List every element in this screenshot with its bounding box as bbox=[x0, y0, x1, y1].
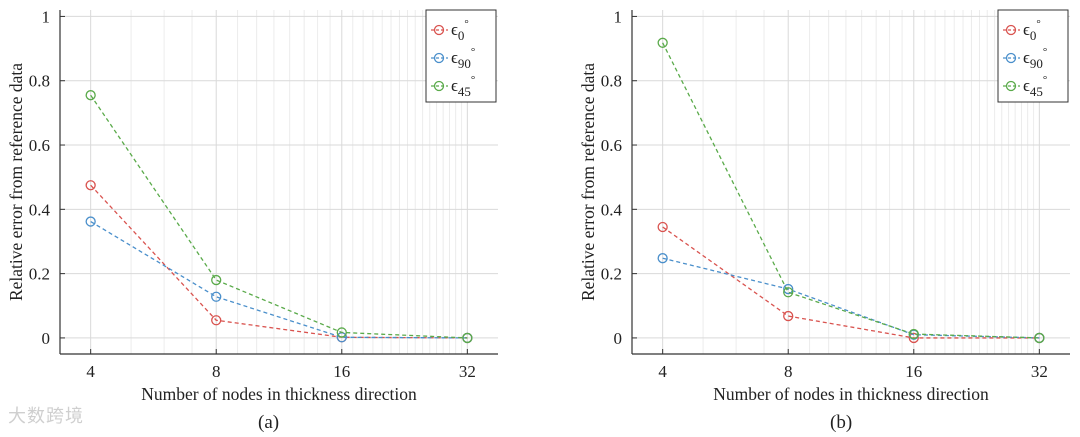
x-tick-label: 32 bbox=[1031, 362, 1048, 381]
legend-marker bbox=[433, 80, 445, 92]
y-tick-label: 1 bbox=[614, 7, 623, 26]
x-tick-label: 8 bbox=[212, 362, 221, 381]
data-point bbox=[1034, 332, 1045, 344]
x-tick-label: 16 bbox=[333, 362, 350, 381]
legend-marker bbox=[433, 52, 445, 64]
y-tick-label: 0.4 bbox=[29, 200, 51, 219]
y-axis-label: Relative error from reference data bbox=[578, 63, 598, 301]
y-tick-label: 1 bbox=[42, 7, 51, 26]
x-axis-label: Number of nodes in thickness direction bbox=[713, 384, 989, 404]
x-tick-label: 16 bbox=[905, 362, 922, 381]
series-line-45 bbox=[90, 94, 468, 339]
series-line-45 bbox=[662, 42, 1040, 339]
data-point bbox=[462, 332, 473, 344]
legend-marker bbox=[433, 24, 445, 36]
legend-marker bbox=[1005, 80, 1017, 92]
y-tick-label: 0.6 bbox=[601, 136, 622, 155]
data-point bbox=[211, 315, 222, 326]
series-line-0 bbox=[90, 184, 468, 339]
data-point bbox=[336, 327, 347, 338]
y-tick-label: 0.6 bbox=[29, 136, 50, 155]
y-axis-label: Relative error from reference data bbox=[6, 63, 26, 301]
legend-marker bbox=[1005, 24, 1017, 36]
data-point bbox=[657, 37, 668, 48]
data-point bbox=[908, 328, 919, 340]
series-line-90 bbox=[90, 220, 468, 339]
data-point bbox=[85, 180, 96, 191]
y-tick-label: 0.2 bbox=[29, 265, 50, 284]
x-tick-label: 4 bbox=[86, 362, 95, 381]
x-tick-label: 4 bbox=[658, 362, 667, 381]
x-axis-label: Number of nodes in thickness direction bbox=[141, 384, 417, 404]
panel-caption-b: (b) bbox=[830, 412, 853, 433]
legend-marker bbox=[1005, 52, 1017, 64]
y-tick-label: 0 bbox=[42, 329, 51, 348]
legend-label: ϵ90° bbox=[1023, 46, 1047, 71]
legend-label: ϵ45° bbox=[1023, 74, 1047, 99]
data-point bbox=[211, 291, 222, 302]
x-tick-label: 8 bbox=[784, 362, 793, 381]
y-tick-label: 0.8 bbox=[601, 72, 622, 91]
legend-label: ϵ45° bbox=[451, 74, 475, 99]
panel-caption-a: (a) bbox=[258, 412, 280, 433]
watermark: 大数跨境 bbox=[8, 406, 84, 427]
chart-panel-a: 0 0.2 0.4 0.6 0.8 1 4 8 16 32 Number of nodes in t… bbox=[6, 7, 498, 404]
data-point bbox=[783, 283, 794, 295]
y-tick-label: 0 bbox=[614, 329, 623, 348]
y-tick-label: 0.8 bbox=[29, 72, 50, 91]
data-point bbox=[211, 274, 222, 286]
data-point bbox=[908, 332, 919, 344]
data-point bbox=[783, 287, 794, 298]
legend-label: ϵ90° bbox=[451, 46, 475, 71]
data-point bbox=[657, 221, 668, 233]
data-point bbox=[657, 253, 668, 264]
data-point bbox=[85, 90, 96, 101]
chart-panel-b: 0 0.2 0.4 0.6 0.8 1 4 8 16 32 Number of nodes in t… bbox=[578, 7, 1070, 404]
legend-label: ϵ0° bbox=[451, 18, 469, 43]
y-tick-label: 0.4 bbox=[601, 200, 623, 219]
data-point bbox=[85, 216, 96, 227]
y-tick-label: 0.2 bbox=[601, 265, 622, 284]
x-tick-label: 32 bbox=[459, 362, 476, 381]
series-line-90 bbox=[662, 257, 1040, 339]
data-point bbox=[783, 310, 794, 322]
legend-label: ϵ0° bbox=[1023, 18, 1041, 43]
series-line-0 bbox=[662, 226, 1040, 339]
